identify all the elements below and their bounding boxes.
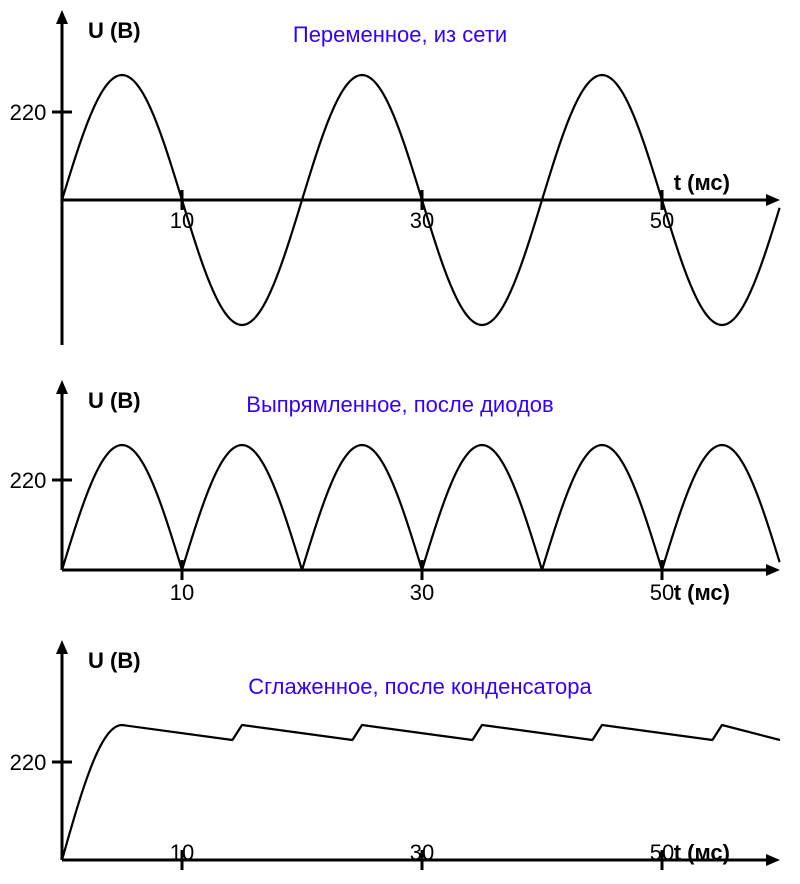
y-tick-label: 220 [10,100,47,125]
voltage-waveforms-diagram: { "canvas": { "width": 800, "height": 88… [0,0,800,884]
panel-title: Выпрямленное, после диодов [246,392,553,417]
x-axis-label: t (мс) [674,840,730,865]
x-axis-label: t (мс) [674,580,730,605]
x-tick-label: 50 [650,840,674,865]
y-axis-label: U (В) [88,648,141,673]
curve-rect [62,445,780,570]
y-axis-label: U (В) [88,18,141,43]
x-tick-label: 30 [410,840,434,865]
y-axis-label: U (В) [88,388,141,413]
arrowhead [766,194,780,206]
panel-title: Переменное, из сети [293,22,507,47]
arrowhead [56,10,68,24]
arrowhead [766,564,780,576]
x-axis-label: t (мс) [674,170,730,195]
arrowhead [56,380,68,394]
waveform-svg: 220 U (В) t (мс) 10 30 50 Переменное, из сети 2… [0,0,800,884]
arrowhead [766,854,780,866]
x-tick-label: 50 [650,580,674,605]
x-tick-label: 10 [170,840,194,865]
x-tick-label: 30 [410,580,434,605]
arrowhead [56,640,68,654]
y-tick-label: 220 [10,750,47,775]
x-tick-label: 10 [170,580,194,605]
panel-title: Сглаженное, после конденсатора [248,674,592,699]
y-tick-label: 220 [10,468,47,493]
